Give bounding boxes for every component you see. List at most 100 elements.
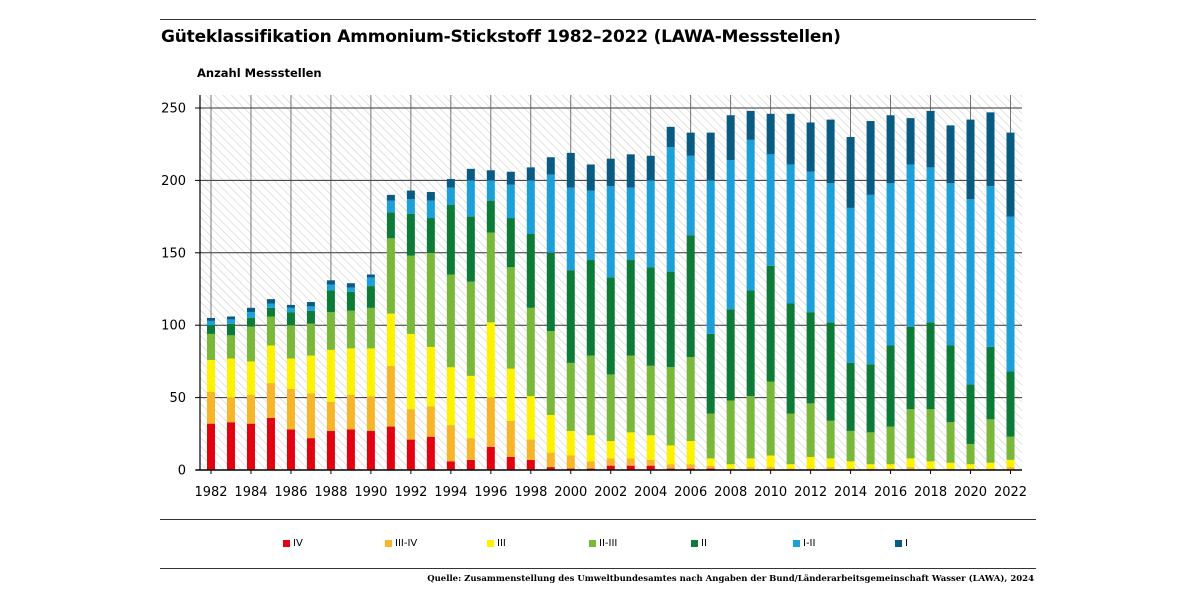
x-tick-label: 2012	[794, 485, 827, 500]
bar-2012-II	[806, 312, 815, 404]
bar-2005-III-IV	[666, 464, 675, 469]
legend-label: III-IV	[395, 538, 418, 549]
bar-2016-II	[886, 345, 895, 427]
bar-2022-II	[1006, 371, 1015, 437]
legend-swatch	[691, 540, 698, 547]
bar-2015-I	[866, 121, 875, 195]
bar-1990-III-IV	[366, 396, 375, 431]
bar-2003-III-IV	[626, 458, 635, 466]
bar-2000-I	[566, 152, 575, 188]
bar-2003-I-II	[626, 187, 635, 261]
bar-2002-I	[606, 158, 615, 187]
bar-2014-III-IV	[846, 468, 855, 470]
x-tick-label: 1986	[274, 485, 307, 500]
bar-2020-I-II	[966, 199, 975, 385]
bar-2000-IV	[566, 468, 575, 470]
legend-item-IV: IV	[283, 538, 303, 549]
bar-1995-II	[466, 216, 475, 282]
bar-2020-III-IV	[966, 468, 975, 470]
bar-2008-I-II	[726, 160, 735, 310]
bar-2019-II-III	[946, 422, 955, 463]
bar-1994-III	[446, 367, 455, 426]
bar-1989-I-II	[346, 287, 355, 292]
bar-1994-IV	[446, 461, 455, 470]
bar-1999-II-III	[546, 330, 555, 415]
bar-2003-I	[626, 154, 635, 188]
bar-1994-II-III	[446, 274, 455, 368]
bar-1986-III-IV	[286, 388, 295, 430]
legend-item-I-II: I-II	[793, 538, 815, 549]
x-tick-label: 2006	[674, 485, 707, 500]
bar-2007-III	[706, 458, 715, 466]
bar-1987-III-IV	[306, 393, 315, 439]
bar-2016-II-III	[886, 426, 895, 465]
legend-label: I	[905, 538, 908, 549]
bar-1993-II	[426, 218, 435, 253]
bar-1986-IV	[286, 429, 295, 470]
y-tick-label: 250	[161, 102, 186, 117]
bar-2015-I-II	[866, 194, 875, 365]
bar-2013-I	[826, 119, 835, 184]
bar-1992-II-III	[406, 255, 415, 334]
bar-2008-II-III	[726, 400, 735, 465]
bar-1999-I	[546, 157, 555, 175]
bar-2001-I	[586, 164, 595, 191]
bar-1999-I-II	[546, 174, 555, 253]
bar-1992-II	[406, 213, 415, 256]
bar-2000-I-II	[566, 187, 575, 271]
bar-2010-I-II	[766, 154, 775, 266]
bar-1993-III-IV	[426, 406, 435, 437]
bar-1997-I	[506, 171, 515, 185]
bar-1991-II	[386, 212, 395, 239]
bar-2009-I-II	[746, 139, 755, 291]
bar-1985-II	[266, 307, 275, 317]
bar-1993-I	[426, 191, 435, 201]
bar-2011-II	[786, 303, 795, 414]
y-tick-label: 100	[161, 319, 186, 334]
legend-item-II: II	[691, 538, 707, 549]
bar-2020-II	[966, 384, 975, 444]
bar-2006-III-IV	[686, 464, 695, 469]
legend-label: IV	[293, 538, 303, 549]
bar-1993-III	[426, 346, 435, 407]
bar-1982-II	[207, 325, 215, 334]
bar-1988-III-IV	[326, 401, 335, 431]
bar-2008-III-IV	[726, 468, 735, 470]
bar-1982-I-II	[207, 320, 215, 326]
bar-1996-I	[486, 170, 495, 181]
y-tick-label: 50	[169, 391, 186, 406]
bar-1989-IV	[346, 429, 355, 470]
bar-2000-III-IV	[566, 455, 575, 469]
bar-1997-I-II	[506, 184, 515, 219]
bar-2003-II-III	[626, 355, 635, 433]
bar-1996-II	[486, 200, 495, 233]
bar-1990-IV	[366, 430, 375, 470]
bar-2014-III	[846, 461, 855, 469]
bar-2005-II-III	[666, 367, 675, 446]
bar-2020-III	[966, 464, 975, 469]
bar-2003-II	[626, 260, 635, 356]
bar-1992-III-IV	[406, 409, 415, 440]
bar-1988-III	[326, 349, 335, 402]
bar-2004-III-IV	[646, 459, 655, 466]
bar-1993-II-III	[426, 252, 435, 347]
bar-2006-I	[686, 132, 695, 156]
bar-1996-III-IV	[486, 397, 495, 447]
bar-2005-I-II	[666, 147, 675, 272]
bar-2021-II	[986, 346, 995, 420]
bar-2001-IV	[586, 468, 595, 470]
bar-2005-I	[666, 126, 675, 148]
bar-2015-III	[866, 464, 875, 469]
bar-1994-II	[446, 205, 455, 275]
bar-2021-III-IV	[986, 468, 995, 470]
y-tick-label: 0	[178, 464, 186, 479]
x-tick-label: 1992	[394, 485, 427, 500]
bar-1994-III-IV	[446, 425, 455, 462]
bar-1989-II-III	[346, 310, 355, 349]
bar-1995-I-II	[466, 180, 475, 217]
bar-2001-II-III	[586, 355, 595, 436]
bar-1992-III	[406, 333, 415, 410]
bar-2022-III-IV	[1006, 467, 1015, 470]
bar-2001-I-II	[586, 190, 595, 261]
bar-1989-I	[346, 283, 355, 288]
